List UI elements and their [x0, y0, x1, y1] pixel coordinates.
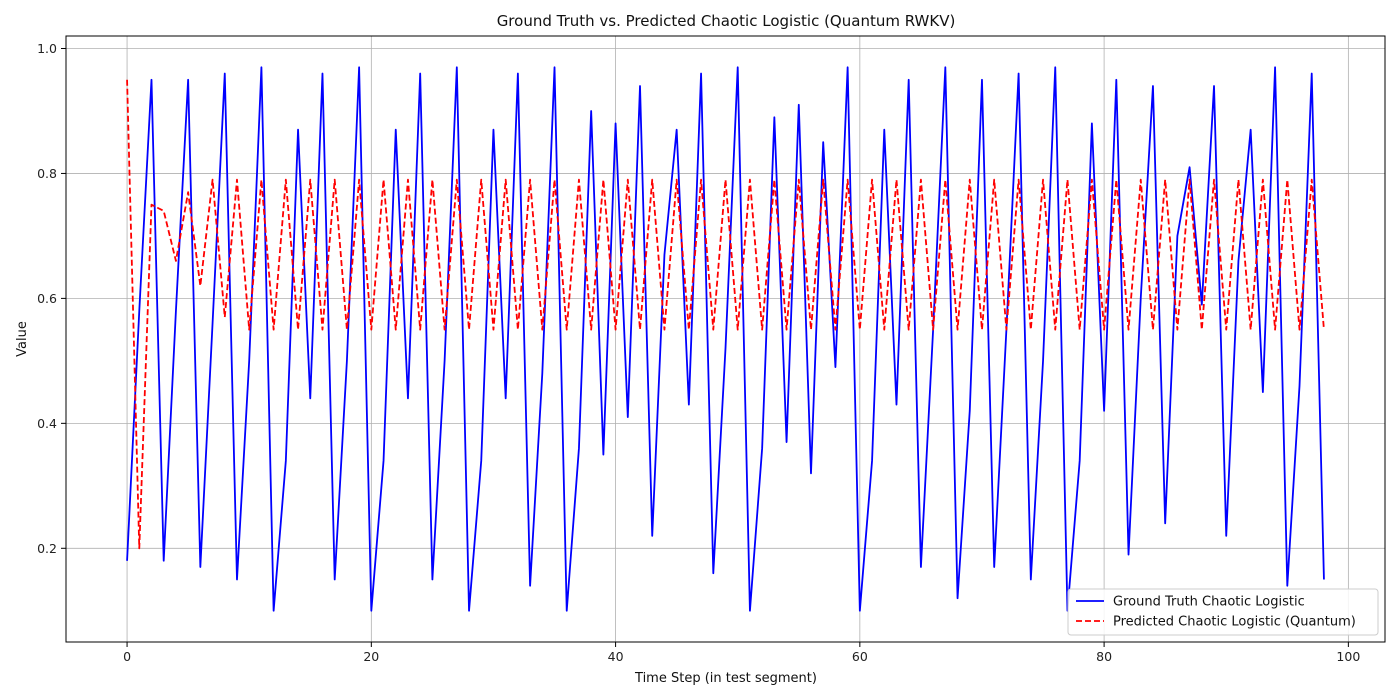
legend-label-ground-truth: Ground Truth Chaotic Logistic — [1113, 595, 1305, 610]
x-tick-label: 60 — [852, 649, 868, 664]
y-tick-label: 0.6 — [37, 291, 57, 306]
plot-frame — [65, 35, 1386, 643]
chart-title: Ground Truth vs. Predicted Chaotic Logis… — [497, 12, 956, 30]
x-tick-label: 40 — [608, 649, 624, 664]
y-tick-label: 1.0 — [37, 41, 57, 56]
x-tick-label: 100 — [1336, 649, 1360, 664]
y-tick-label: 0.2 — [37, 541, 57, 556]
x-axis-label: Time Step (in test segment) — [634, 671, 817, 686]
axis-ticks: 0 20 40 60 80 100 0.2 0.4 0.6 0.8 1.0 — [37, 41, 1360, 664]
y-tick-label: 0.4 — [37, 416, 57, 431]
plot-series — [126, 66, 1325, 612]
legend-label-predicted: Predicted Chaotic Logistic (Quantum) — [1113, 615, 1356, 630]
y-axis-label: Value — [15, 321, 30, 357]
y-tick-label: 0.8 — [37, 166, 57, 181]
series-line-ground-truth — [126, 66, 1325, 612]
x-tick-label: 0 — [123, 649, 131, 664]
x-tick-label: 80 — [1096, 649, 1112, 664]
legend: Ground Truth Chaotic Logistic Predicted … — [1067, 588, 1379, 636]
x-tick-label: 20 — [363, 649, 379, 664]
legend-box — [1067, 588, 1379, 636]
